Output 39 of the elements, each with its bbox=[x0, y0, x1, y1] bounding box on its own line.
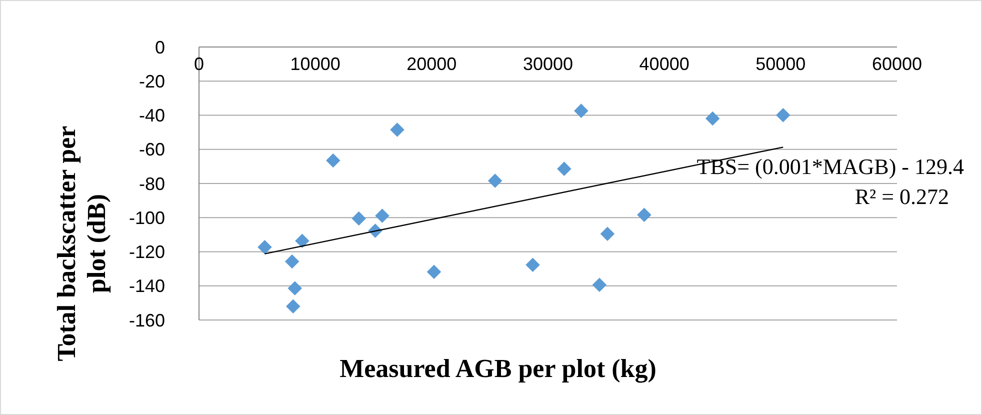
x-tick-label: 20000 bbox=[406, 54, 457, 74]
y-tick-label: -20 bbox=[138, 71, 165, 92]
point bbox=[390, 122, 404, 137]
point bbox=[526, 258, 540, 272]
y-axis-title: Total backscatter per plot (dB) bbox=[52, 126, 111, 362]
x-tick-label: 40000 bbox=[639, 54, 690, 74]
point bbox=[286, 299, 300, 314]
point bbox=[592, 278, 607, 292]
point bbox=[574, 104, 588, 118]
point bbox=[426, 264, 442, 280]
y-tick-label: -100 bbox=[128, 208, 165, 228]
point bbox=[600, 226, 615, 241]
point bbox=[284, 254, 300, 269]
y-tick-label: -60 bbox=[138, 140, 165, 160]
x-tick-label: 10000 bbox=[290, 54, 340, 74]
point bbox=[488, 174, 502, 188]
y-tick-label: -160 bbox=[128, 310, 165, 330]
point bbox=[705, 111, 720, 126]
x-tick-label: 30000 bbox=[522, 54, 574, 74]
point bbox=[326, 153, 340, 168]
point bbox=[288, 281, 302, 296]
point bbox=[776, 108, 790, 122]
point bbox=[295, 234, 310, 248]
x-tick-label: 0 bbox=[194, 54, 204, 74]
point bbox=[557, 162, 572, 176]
point bbox=[352, 211, 366, 226]
annotation: R² = 0.272 bbox=[854, 184, 949, 209]
x-axis-title: Measured AGB per plot (kg) bbox=[340, 354, 656, 383]
y-tick-label: -120 bbox=[128, 242, 165, 262]
y-tick-label: -80 bbox=[138, 174, 165, 194]
point bbox=[375, 208, 390, 223]
x-tick-label: 60000 bbox=[872, 54, 922, 74]
annotation: TBS= (0.001*MAGB) - 129.4 bbox=[696, 154, 964, 179]
y-tick-label: -140 bbox=[128, 276, 165, 296]
y-tick-label: -40 bbox=[138, 106, 165, 126]
point bbox=[637, 208, 652, 222]
y-tick-label: 0 bbox=[154, 37, 165, 58]
x-tick-label: 50000 bbox=[756, 54, 806, 74]
point bbox=[258, 240, 272, 254]
